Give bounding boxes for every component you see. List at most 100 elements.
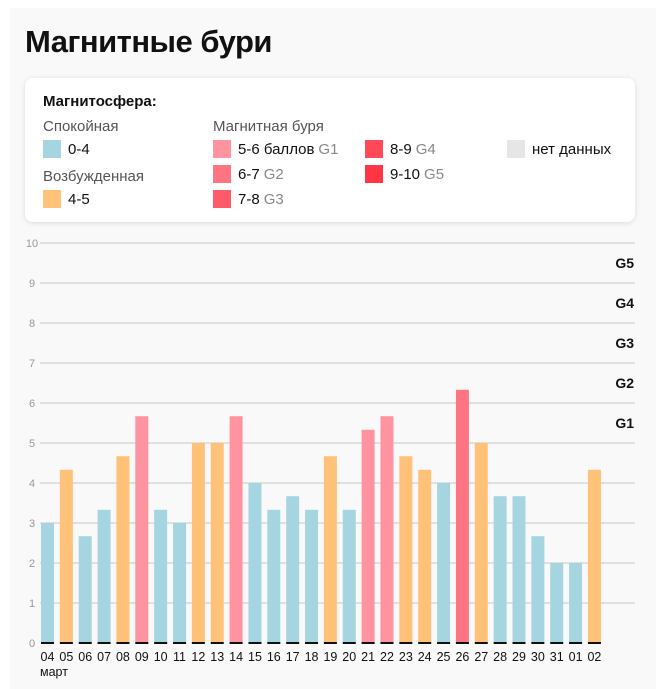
bar-baseline bbox=[210, 642, 224, 644]
bar-baseline bbox=[116, 642, 130, 644]
legend-calm-heading: Спокойная bbox=[43, 118, 119, 135]
bar-baseline bbox=[229, 642, 243, 644]
bar bbox=[569, 563, 583, 643]
bar bbox=[474, 443, 488, 643]
bar bbox=[512, 496, 526, 643]
bar-baseline bbox=[361, 642, 375, 644]
x-tick-label: 19 bbox=[323, 650, 337, 664]
bar-baseline bbox=[418, 642, 432, 644]
x-tick-label: 20 bbox=[342, 650, 356, 664]
y-tick-label: 8 bbox=[29, 318, 35, 330]
g-level-label: G1 bbox=[615, 415, 634, 431]
y-tick-label: 9 bbox=[29, 278, 35, 290]
legend-range: 9-10 bbox=[390, 165, 421, 183]
legend-range: 8-9 bbox=[390, 140, 412, 158]
bar bbox=[286, 496, 300, 643]
legend-item: 9-10 G5 bbox=[365, 165, 444, 183]
legend-swatch bbox=[213, 165, 231, 183]
legend-swatch bbox=[43, 190, 61, 208]
bar bbox=[380, 416, 394, 643]
legend-excited-heading: Возбужденная bbox=[43, 168, 144, 185]
x-tick-label: 23 bbox=[399, 650, 413, 664]
bar-baseline bbox=[135, 642, 149, 644]
legend-g-level: G2 bbox=[263, 165, 284, 183]
bar-baseline bbox=[97, 642, 111, 644]
y-tick-label: 4 bbox=[29, 478, 35, 490]
x-tick-label: 28 bbox=[493, 650, 507, 664]
legend-item: 0-4 bbox=[43, 140, 90, 158]
legend-item: 6-7 G2 bbox=[213, 165, 284, 183]
bar-baseline bbox=[41, 642, 54, 644]
g-level-label: G4 bbox=[615, 295, 634, 311]
x-tick-label: 27 bbox=[474, 650, 488, 664]
legend-item: 5-6 баллов G1 bbox=[213, 140, 338, 158]
bar bbox=[399, 456, 413, 643]
x-month-label: март bbox=[40, 665, 68, 679]
bar bbox=[323, 456, 337, 643]
y-tick-label: 0 bbox=[29, 638, 35, 650]
x-tick-label: 29 bbox=[512, 650, 526, 664]
legend-swatch bbox=[507, 140, 525, 158]
x-tick-label: 07 bbox=[97, 650, 111, 664]
legend-g-level: G3 bbox=[263, 190, 284, 208]
x-tick-label: 04 bbox=[41, 650, 55, 664]
y-tick-label: 7 bbox=[29, 358, 35, 370]
bar bbox=[305, 509, 319, 643]
bar bbox=[210, 443, 224, 643]
bar-baseline bbox=[569, 642, 583, 644]
legend-item: нет данных bbox=[507, 140, 611, 158]
x-tick-label: 10 bbox=[154, 650, 168, 664]
x-tick-label: 12 bbox=[191, 650, 205, 664]
bar bbox=[116, 456, 130, 643]
legend: Магнитосфера: Спокойная Возбужденная Маг… bbox=[25, 78, 635, 222]
bar bbox=[97, 509, 111, 643]
y-tick-label: 1 bbox=[29, 598, 35, 610]
bar bbox=[135, 416, 149, 643]
x-tick-label: 11 bbox=[173, 650, 186, 664]
x-tick-label: 30 bbox=[531, 650, 545, 664]
x-tick-label: 05 bbox=[59, 650, 73, 664]
x-tick-label: 26 bbox=[455, 650, 469, 664]
bar-baseline bbox=[267, 642, 281, 644]
legend-range: 5-6 баллов bbox=[238, 140, 315, 158]
bar-baseline bbox=[437, 642, 451, 644]
x-tick-label: 31 bbox=[550, 650, 564, 664]
bar bbox=[418, 469, 432, 643]
bar-baseline bbox=[191, 642, 205, 644]
legend-item: 7-8 G3 bbox=[213, 190, 284, 208]
legend-range: 7-8 bbox=[238, 190, 260, 208]
bar bbox=[229, 416, 243, 643]
legend-range: 6-7 bbox=[238, 165, 260, 183]
x-tick-label: 06 bbox=[78, 650, 92, 664]
y-tick-label: 5 bbox=[29, 438, 35, 450]
bar-baseline bbox=[286, 642, 300, 644]
legend-range: нет данных bbox=[532, 140, 612, 158]
x-tick-label: 25 bbox=[437, 650, 451, 664]
legend-storm-heading: Магнитная буря bbox=[213, 118, 324, 135]
bar bbox=[531, 536, 545, 643]
x-tick-label: 24 bbox=[418, 650, 432, 664]
y-tick-label: 10 bbox=[26, 238, 38, 250]
bar-baseline bbox=[455, 642, 469, 644]
legend-swatch bbox=[365, 165, 383, 183]
bar bbox=[342, 509, 356, 643]
bar-baseline bbox=[59, 642, 73, 644]
bar bbox=[437, 483, 451, 643]
page-title: Магнитные бури bbox=[25, 24, 272, 59]
bar bbox=[550, 563, 564, 643]
bar bbox=[493, 496, 507, 643]
bar-baseline bbox=[493, 642, 507, 644]
g-level-label: G2 bbox=[615, 375, 634, 391]
bar-baseline bbox=[323, 642, 337, 644]
bar-baseline bbox=[342, 642, 356, 644]
bar-baseline bbox=[512, 642, 526, 644]
g-level-label: G5 bbox=[615, 255, 634, 271]
legend-swatch bbox=[365, 140, 383, 158]
legend-range: 4-5 bbox=[68, 190, 90, 208]
y-tick-label: 3 bbox=[29, 518, 35, 530]
g-level-label: G3 bbox=[615, 335, 634, 351]
bar-baseline bbox=[531, 642, 545, 644]
bar-baseline bbox=[154, 642, 168, 644]
bar bbox=[267, 509, 281, 643]
y-tick-label: 2 bbox=[29, 558, 35, 570]
